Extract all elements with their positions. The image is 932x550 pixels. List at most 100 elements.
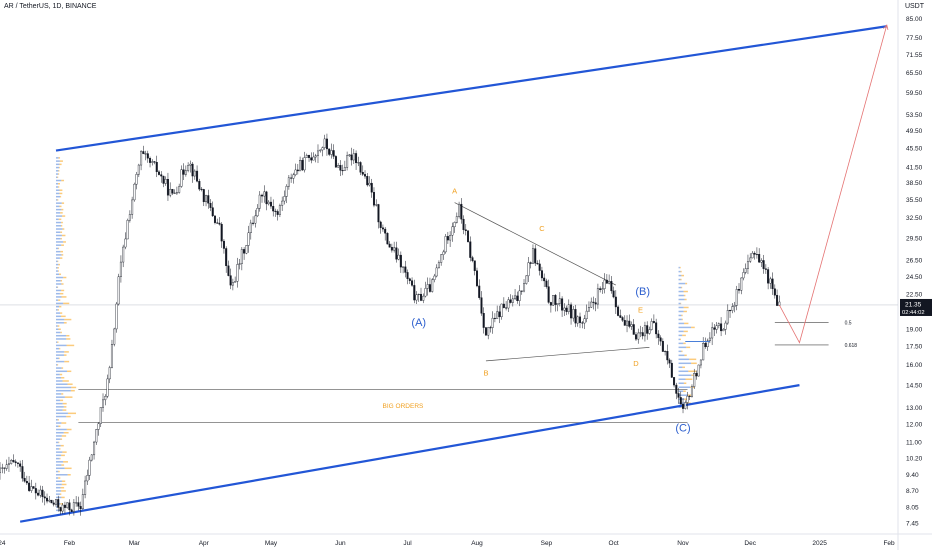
candle-body bbox=[708, 337, 711, 342]
x-tick-label: Feb bbox=[883, 540, 895, 547]
projection-path bbox=[778, 24, 888, 344]
candle-body bbox=[160, 174, 163, 177]
candle-body bbox=[677, 393, 680, 398]
candle bbox=[699, 359, 702, 369]
wave-label: A bbox=[452, 186, 457, 195]
volume-bar-blue bbox=[55, 189, 60, 191]
candle bbox=[449, 231, 452, 247]
volume-bar-blue bbox=[55, 419, 58, 421]
volume-bar-blue bbox=[55, 354, 65, 356]
candle-body bbox=[102, 399, 105, 408]
volume-bar-blue bbox=[55, 296, 62, 298]
candle-body bbox=[549, 302, 552, 306]
candle-body bbox=[408, 278, 411, 281]
candle bbox=[531, 244, 534, 264]
volume-bar-blue bbox=[55, 457, 60, 460]
volume-bar-orange bbox=[58, 299, 61, 301]
candle bbox=[227, 260, 230, 277]
candle bbox=[500, 303, 503, 320]
candle-body bbox=[529, 262, 532, 264]
volume-bar-blue bbox=[55, 386, 72, 389]
candle bbox=[729, 309, 732, 318]
candle-body bbox=[601, 288, 604, 290]
candle bbox=[742, 268, 745, 281]
volume-bar-orange bbox=[57, 176, 59, 179]
candle bbox=[274, 208, 277, 217]
candle bbox=[370, 178, 373, 198]
candle bbox=[182, 163, 185, 181]
volume-bar-orange bbox=[58, 170, 60, 172]
candle-body bbox=[590, 301, 593, 308]
candle-body bbox=[621, 317, 624, 321]
candle-body bbox=[375, 204, 378, 206]
candle bbox=[509, 294, 512, 304]
candle bbox=[574, 304, 577, 328]
chart-title: AR / TetherUS, 1D, BINANCE bbox=[4, 3, 97, 10]
candle-body bbox=[558, 298, 561, 304]
candle-body bbox=[189, 163, 192, 166]
volume-bar-blue bbox=[55, 257, 60, 259]
candle bbox=[256, 204, 259, 218]
candle bbox=[50, 499, 53, 504]
volume-bar-orange bbox=[61, 367, 64, 369]
candle-body bbox=[646, 325, 649, 334]
candle-body bbox=[675, 384, 678, 394]
candle-body bbox=[334, 156, 337, 168]
candle bbox=[724, 320, 727, 335]
volume-bar-orange bbox=[681, 274, 685, 277]
volume-bar-blue bbox=[55, 493, 60, 495]
candle bbox=[505, 301, 508, 311]
volume-bar-orange bbox=[67, 474, 71, 476]
y-tick-label: 65.50 bbox=[906, 70, 923, 77]
x-tick-label: Aug bbox=[471, 540, 483, 547]
volume-bar-orange bbox=[58, 157, 61, 159]
volume-bar-blue bbox=[55, 464, 62, 466]
volume-bar-orange bbox=[60, 312, 63, 314]
candle bbox=[352, 148, 355, 164]
volume-bar-orange bbox=[61, 254, 64, 256]
volume-bar-orange bbox=[63, 406, 67, 408]
candle bbox=[411, 277, 414, 287]
candle-body bbox=[605, 279, 608, 284]
candle-body bbox=[462, 218, 465, 230]
candle-body bbox=[162, 175, 165, 184]
volume-bar-orange bbox=[61, 464, 65, 466]
volume-bar-orange bbox=[63, 322, 67, 324]
candle bbox=[84, 475, 87, 499]
candle bbox=[619, 309, 622, 318]
candle bbox=[222, 239, 225, 254]
candle bbox=[675, 382, 678, 400]
candle bbox=[617, 305, 620, 317]
candle-body bbox=[594, 302, 597, 305]
candle bbox=[762, 254, 765, 274]
volume-bar-orange bbox=[59, 292, 64, 295]
candle-body bbox=[460, 203, 463, 220]
wave-label: (A) bbox=[411, 317, 426, 329]
candle bbox=[106, 374, 109, 399]
volume-bar-blue bbox=[55, 221, 62, 224]
candle bbox=[655, 318, 658, 339]
y-tick-label: 32.50 bbox=[906, 215, 923, 222]
price-tag-value: 21.35 bbox=[905, 301, 922, 308]
candle-body bbox=[1, 467, 4, 469]
candle-body bbox=[673, 377, 676, 386]
candle-body bbox=[509, 299, 512, 303]
candle bbox=[93, 440, 96, 460]
candle-body bbox=[545, 280, 548, 287]
candle bbox=[697, 364, 700, 377]
candle-body bbox=[299, 160, 302, 172]
candle-body bbox=[758, 254, 761, 263]
candle bbox=[603, 273, 606, 294]
volume-bar-blue bbox=[55, 322, 64, 324]
volume-bar-orange bbox=[61, 296, 67, 298]
candle bbox=[755, 247, 758, 259]
candle-body bbox=[278, 205, 281, 215]
candle-body bbox=[32, 486, 35, 489]
candle-body bbox=[699, 359, 702, 366]
volume-bar-blue bbox=[55, 412, 68, 415]
price-unit-label: USDT bbox=[904, 3, 924, 10]
candle bbox=[281, 196, 284, 211]
candle-body bbox=[395, 247, 398, 260]
candle bbox=[702, 337, 705, 361]
